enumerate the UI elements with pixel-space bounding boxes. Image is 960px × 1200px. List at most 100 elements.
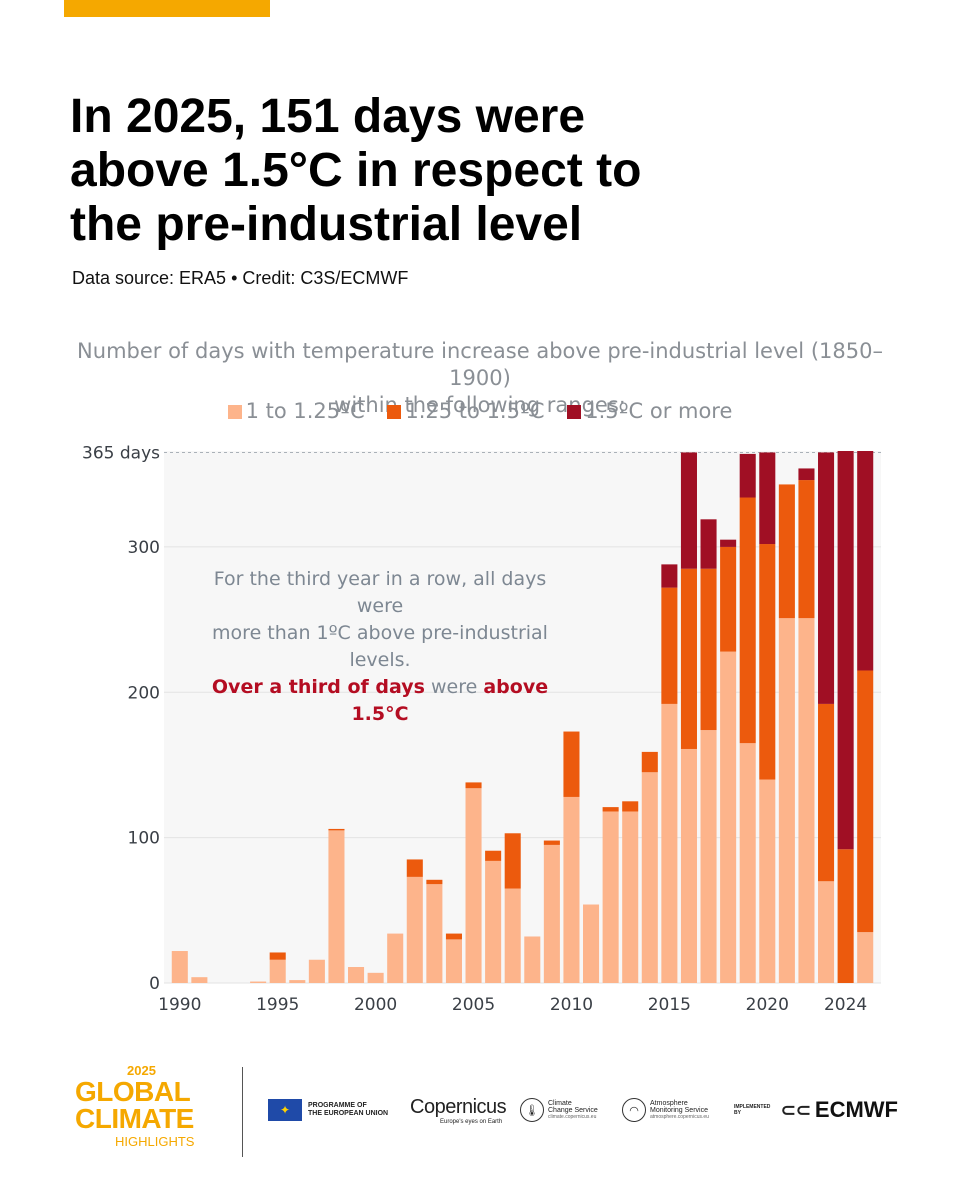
footer-divider [242,1067,243,1157]
c3s-url: climate.copernicus.eu [548,1114,597,1120]
bar-segment-1 [680,748,697,983]
chart-title: Number of days with temperature increase… [60,338,900,419]
bar-segment-2 [269,952,286,960]
global-climate-highlights-logo: 2025 GLOBAL CLIMATE HIGHLIGHTS [75,1063,225,1149]
logo-subtitle: HIGHLIGHTS [115,1134,195,1149]
x-tick-label: 2000 [354,995,397,1015]
bar-segment-2 [543,840,560,845]
copernicus-logo: Copernicus Europe's eyes on Earth [410,1090,507,1130]
y-tick-label: 0 [149,974,160,994]
c3s-line: Change Service [548,1107,598,1114]
x-tick-label: 2010 [550,995,593,1015]
x-tick-label: 2015 [648,995,691,1015]
legend-swatch [567,405,582,419]
bar-segment-1 [171,951,188,983]
bar-segment-1 [641,772,658,983]
stacked-bar-chart: 0 100 200 300 365 days 1990 1995 2000 2005 2010 20… [82,443,881,1015]
top-accent-bar [64,0,270,17]
x-tick-label: 2024 [824,995,867,1015]
y-top-label: 365 days [82,443,160,463]
logo-year: 2025 [127,1063,156,1078]
logo-word: CLIMATE [75,1103,194,1134]
bar-segment-3 [818,452,835,704]
headline: In 2025, 151 days were above 1.5°C in re… [70,90,890,252]
bar-segment-1 [524,936,541,983]
ecmwf-wordmark: ECMWF [814,1097,898,1122]
eu-flag-icon: ✦ [268,1099,302,1121]
ecmwf-symbol-icon: ⊂⊂ [780,1099,811,1120]
annotation-connector: were [424,676,484,698]
annotation-line: levels. [349,649,411,671]
bar-segment-1 [406,876,423,983]
bar-segment-2 [426,879,443,885]
copernicus-c: C [410,1095,424,1118]
copernicus-wordmark: Copernicus [410,1095,507,1119]
bar-segment-1 [818,881,835,983]
eu-programme-logo: ✦ PROGRAMME OF THE EUROPEAN UNION [268,1090,388,1130]
c3s-line: Climate [548,1100,572,1107]
cams-text: Atmosphere Monitoring Service atmosphere… [650,1100,709,1120]
bar-segment-1 [387,933,404,983]
bar-segment-1 [250,981,267,983]
bar-segment-1 [367,972,384,983]
chart-legend: 1 to 1.25ºC 1.25 to 1.5ºC 1.5ºC or more [60,398,900,423]
bar-segment-1 [700,730,717,983]
chart-title-line: Number of days with temperature increase… [77,339,883,390]
atmosphere-icon: ◠ [622,1098,646,1122]
y-tick-label: 300 [128,538,160,558]
legend-item: 1.25 to 1.5ºC [387,399,545,423]
bar-segment-1 [426,884,443,983]
bar-segment-3 [720,539,737,547]
legend-swatch [387,405,402,419]
implemented-by: IMPLEMENTED BY [734,1104,771,1116]
bar-segment-2 [622,801,639,812]
ecmwf-logo: IMPLEMENTED BY ⊂⊂ ECMWF [734,1090,898,1130]
cams-line: Atmosphere [650,1100,688,1107]
bar-segment-2 [720,546,737,652]
data-source-credit: Data source: ERA5 • Credit: C3S/ECMWF [72,268,409,288]
bar-segment-1 [739,743,756,983]
bar-segment-1 [661,703,678,983]
bar-segment-2 [661,587,678,704]
legend-swatch [227,405,242,419]
bar-segment-3 [739,453,756,498]
legend-item: 1.5ºC or more [567,399,732,423]
bar-segment-2 [700,568,717,731]
annotation-highlight: Over a third of days [211,676,425,698]
annotation-highlight-line: Over a third of days were above 1.5°C [200,674,560,728]
bar-segment-1 [543,844,560,983]
bar-segment-1 [857,932,874,983]
c3s-logo: 🌡 Climate Change Service climate.coperni… [520,1090,598,1130]
bar-segment-1 [465,788,482,983]
partner-logos: ✦ PROGRAMME OF THE EUROPEAN UNION Copern… [268,1090,898,1130]
bar-segment-1 [583,904,600,983]
bar-segment-2 [798,480,815,619]
bar-segment-1 [348,967,365,983]
bar-segment-1 [308,959,325,983]
bar-segment-1 [445,939,462,983]
bar-segment-3 [857,451,874,671]
legend-label: 1.25 to 1.5ºC [405,399,545,423]
bar-segment-3 [837,451,854,850]
bar-segment-2 [563,731,580,797]
x-tick-label: 2020 [746,995,789,1015]
x-tick-label: 1990 [158,995,201,1015]
bar-segment-1 [759,779,776,983]
c3s-text: Climate Change Service climate.copernicu… [548,1100,598,1120]
bar-segment-2 [778,484,795,619]
eu-text-line: THE EUROPEAN UNION [308,1110,389,1117]
bar-segment-2 [759,544,776,780]
bar-segment-1 [328,830,345,983]
bar-segment-1 [798,618,815,983]
bar-segment-2 [641,751,658,773]
headline-line: In 2025, 151 days were [70,90,586,143]
logo-word: GLOBAL [75,1076,191,1107]
bar-segment-2 [837,849,854,983]
legend-label: 1.5ºC or more [585,399,733,423]
chart-annotation: For the third year in a row, all days we… [200,566,560,728]
bar-segment-1 [563,796,580,983]
copernicus-name: opernicus [423,1095,507,1118]
bar-segment-1 [504,888,521,983]
x-tick-label: 1995 [256,995,299,1015]
copernicus-tagline: Europe's eyes on Earth [440,1118,503,1125]
